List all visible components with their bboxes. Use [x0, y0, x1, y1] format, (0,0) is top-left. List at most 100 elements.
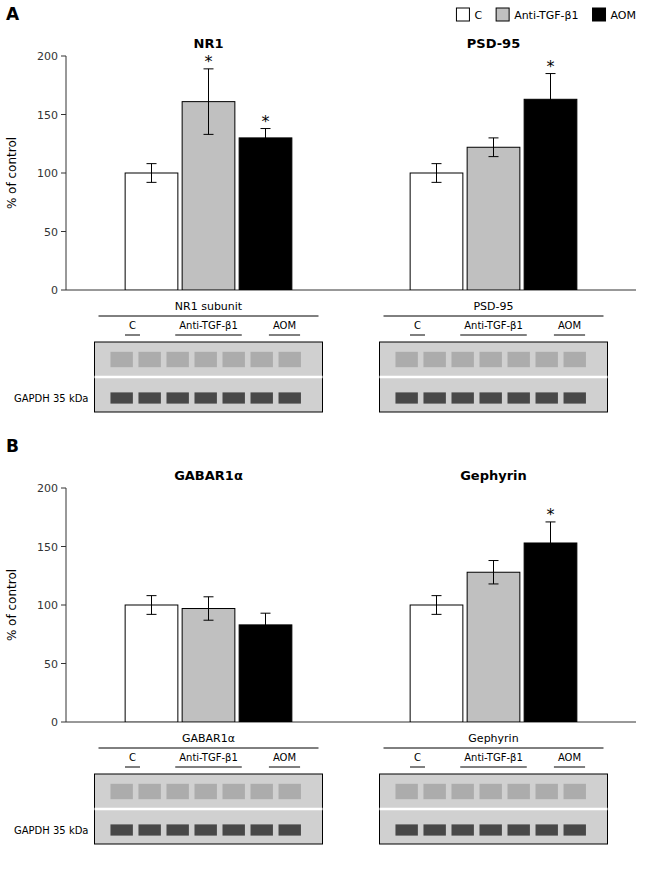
- error-stem: [436, 164, 437, 183]
- blot-band: [110, 784, 132, 799]
- blot-band: [223, 824, 245, 835]
- blot-divider: [95, 808, 323, 811]
- y-tick-label: 200: [37, 50, 58, 63]
- blot-gel: [380, 342, 608, 412]
- bar: [239, 625, 292, 722]
- error-bar: [432, 164, 442, 183]
- blot-section: NR1 subunitCAnti-TGF-β1AOMPSD-95CAnti-TG…: [14, 300, 608, 412]
- blot-band: [508, 392, 530, 403]
- blot-band: [423, 784, 445, 799]
- bar: [524, 543, 577, 722]
- blot-band: [110, 352, 132, 367]
- blot-band: [138, 784, 160, 799]
- blot-band: [166, 824, 188, 835]
- significance-mark: *: [205, 52, 213, 71]
- error-cap: [432, 163, 442, 164]
- marks: [125, 522, 577, 722]
- significance-mark: *: [547, 57, 555, 76]
- significance-mark: *: [547, 505, 555, 524]
- y-tick-label: 0: [51, 284, 58, 297]
- blot-band: [110, 824, 132, 835]
- blot-band: [110, 392, 132, 403]
- legend-label: C: [474, 9, 482, 22]
- blot-gel: [95, 342, 323, 412]
- blot-band: [395, 824, 417, 835]
- blot-section: GABAR1αCAnti-TGF-β1AOMGephyrinCAnti-TGF-…: [14, 732, 608, 844]
- blot-lane-label: Anti-TGF-β1: [464, 752, 523, 763]
- blot-band: [251, 392, 273, 403]
- y-tick: [61, 722, 66, 723]
- blot-lane-overline: [460, 767, 527, 768]
- y-axis: [66, 56, 67, 290]
- y-tick: [61, 173, 66, 174]
- error-bar: [147, 164, 157, 183]
- blot-band: [564, 824, 586, 835]
- error-bar: [546, 74, 556, 125]
- blot-band: [279, 784, 301, 799]
- bar: [239, 138, 292, 290]
- panel: B% of control050100150200GABAR1αGephyrin…: [5, 436, 636, 844]
- error-stem: [265, 613, 266, 636]
- blot-lane-overline: [175, 767, 242, 768]
- error-stem: [208, 69, 209, 135]
- blot-band: [395, 392, 417, 403]
- y-tick-label: 150: [37, 541, 58, 554]
- loading-control-label: GAPDH 35 kDa: [14, 393, 89, 404]
- error-cap: [546, 125, 556, 126]
- blot-band: [564, 392, 586, 403]
- legend-swatch: [593, 8, 606, 21]
- blot-divider: [380, 376, 608, 379]
- blot-band: [451, 392, 473, 403]
- blot-band: [423, 824, 445, 835]
- loading-control-label: GAPDH 35 kDa: [14, 825, 89, 836]
- group-title: NR1: [194, 36, 224, 51]
- error-bar: [432, 596, 442, 615]
- y-axis-label: % of control: [5, 137, 19, 209]
- blot-lane-overline: [175, 335, 242, 336]
- blot-band: [251, 352, 273, 367]
- y-tick-label: 50: [44, 658, 58, 671]
- blot-band: [536, 784, 558, 799]
- error-bar: [204, 597, 214, 620]
- blot-band: [138, 824, 160, 835]
- blot-band: [479, 352, 501, 367]
- blot-overline: [384, 748, 604, 749]
- group-title: Gephyrin: [460, 468, 527, 483]
- blot-lane-label: C: [414, 752, 421, 763]
- blot-band: [479, 784, 501, 799]
- blot-lane-overline: [125, 335, 140, 336]
- blot-band: [194, 824, 216, 835]
- blot-band: [564, 784, 586, 799]
- error-bar: [546, 522, 556, 564]
- y-axis: [66, 488, 67, 722]
- blot-band: [395, 784, 417, 799]
- blot-lane-label: Anti-TGF-β1: [179, 752, 238, 763]
- blot-band: [166, 392, 188, 403]
- blot-band: [166, 352, 188, 367]
- blot-lane-overline: [125, 767, 140, 768]
- blot-band: [451, 824, 473, 835]
- blot-lane-overline: [554, 767, 585, 768]
- error-stem: [493, 138, 494, 157]
- significance-mark: *: [262, 112, 270, 131]
- y-tick-label: 200: [37, 482, 58, 495]
- error-cap: [546, 564, 556, 565]
- legend-swatch: [456, 8, 469, 21]
- bar: [125, 605, 178, 722]
- marks: [125, 69, 577, 290]
- blot-label: GABAR1α: [182, 732, 235, 745]
- legend: CAnti-TGF-β1AOM: [456, 8, 636, 22]
- blot-lane-label: AOM: [273, 320, 296, 331]
- blot-lane-label: AOM: [558, 752, 581, 763]
- bar: [125, 173, 178, 290]
- blot-band: [508, 352, 530, 367]
- y-tick-label: 150: [37, 109, 58, 122]
- blot-band: [536, 392, 558, 403]
- blot-band: [166, 784, 188, 799]
- blot-band: [194, 392, 216, 403]
- error-stem: [265, 129, 266, 148]
- error-cap: [147, 614, 157, 615]
- blot-divider: [380, 808, 608, 811]
- error-cap: [489, 137, 499, 138]
- blot-lane-overline: [554, 335, 585, 336]
